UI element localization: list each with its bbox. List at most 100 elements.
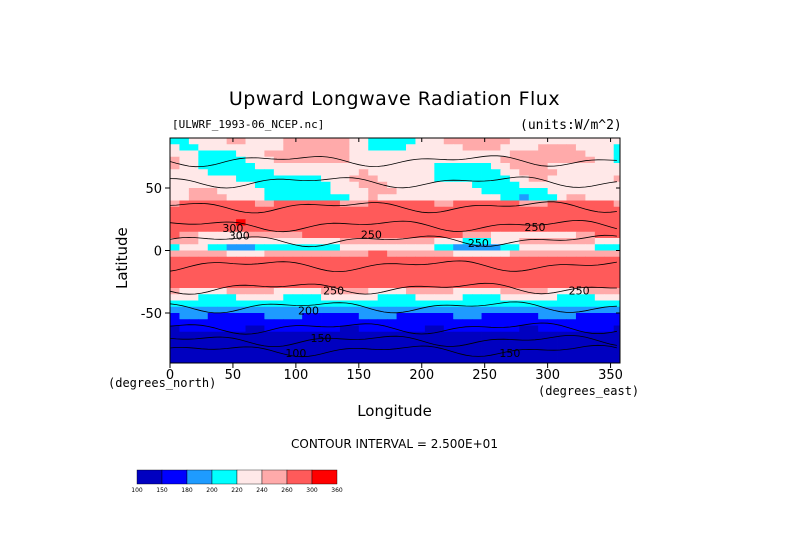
heatmap-cell [528, 163, 539, 170]
heatmap-cell [339, 344, 350, 351]
heatmap-cell [236, 306, 246, 314]
heatmap-cell [217, 225, 228, 233]
heatmap-cell [519, 356, 530, 364]
heatmap-cell [302, 138, 313, 145]
heatmap-cell [321, 350, 331, 358]
heatmap-cell [462, 175, 473, 183]
heatmap-cell [339, 156, 350, 164]
heatmap-cell [613, 231, 621, 239]
heatmap-cell [415, 281, 426, 289]
heatmap-cell [292, 250, 303, 258]
heatmap-cell [264, 200, 275, 208]
heatmap-cell [273, 325, 284, 333]
contour-label: 200 [298, 305, 319, 318]
heatmap-cell [594, 319, 605, 326]
heatmap-cell [509, 219, 520, 226]
heatmap-cell [443, 219, 454, 226]
heatmap-cell [377, 313, 388, 320]
y-axis-unit-label: (degrees_north) [108, 376, 217, 390]
contour-line [169, 282, 617, 295]
heatmap-cell [575, 175, 586, 183]
heatmap-cell [273, 338, 284, 345]
heatmap-cell [434, 256, 445, 264]
heatmap-cell [170, 350, 180, 358]
heatmap-cell [292, 338, 303, 345]
heatmap-cell [236, 338, 246, 345]
heatmap-cell [557, 225, 567, 233]
heatmap-cell [406, 244, 416, 251]
heatmap-cell [406, 150, 416, 158]
heatmap-cell [575, 313, 586, 320]
heatmap-cell [613, 138, 621, 145]
heatmap-cell [490, 150, 501, 158]
heatmap-cell [188, 300, 199, 308]
heatmap-cell [585, 263, 596, 270]
heatmap-cell [273, 294, 284, 301]
heatmap-cell [490, 294, 501, 301]
heatmap-cell [339, 350, 350, 358]
heatmap-cell [311, 263, 322, 270]
heatmap-cell [434, 306, 445, 314]
heatmap-cell [292, 156, 303, 164]
heatmap-cell [500, 156, 511, 164]
heatmap-cell [443, 188, 454, 195]
heatmap-cell [528, 200, 539, 208]
heatmap-cell [217, 213, 228, 220]
heatmap-cell [236, 225, 246, 233]
heatmap-cell [604, 256, 615, 264]
heatmap-cell [434, 294, 445, 301]
heatmap-cell [387, 138, 397, 145]
heatmap-cell [245, 275, 256, 283]
heatmap-cell [472, 263, 482, 270]
heatmap-cell [179, 275, 190, 283]
heatmap-cell [557, 300, 567, 308]
heatmap-cell [415, 325, 426, 333]
heatmap-cell [424, 163, 435, 170]
heatmap-cell [472, 256, 482, 264]
heatmap-cell [519, 294, 530, 301]
heatmap-cell [179, 356, 190, 364]
heatmap-cell [264, 213, 275, 220]
heatmap-cell [462, 194, 473, 201]
contour-line [169, 201, 617, 214]
heatmap-cell [557, 331, 567, 339]
heatmap-cell [349, 294, 360, 301]
heatmap-cell [500, 250, 511, 258]
heatmap-cell [358, 150, 369, 158]
heatmap-cell [264, 350, 275, 358]
heatmap-cell [406, 194, 416, 201]
heatmap-cell [575, 350, 586, 358]
heatmap-cell [490, 306, 501, 314]
heatmap-cell [613, 194, 621, 201]
heatmap-cell [179, 206, 190, 214]
heatmap-cell [462, 331, 473, 339]
x-tick-label: 100 [283, 368, 308, 383]
heatmap-cell [311, 238, 322, 245]
heatmap-cell [321, 163, 331, 170]
heatmap-cell [434, 156, 445, 164]
heatmap-cell [443, 163, 454, 170]
heatmap-cell [528, 281, 539, 289]
contour-line [169, 219, 618, 233]
heatmap-cell [264, 175, 275, 183]
heatmap-cell [604, 263, 615, 270]
heatmap-cell [349, 269, 360, 276]
heatmap-cell [339, 300, 350, 308]
heatmap-cell [264, 181, 275, 189]
heatmap-cell [217, 244, 228, 251]
heatmap-cell [547, 200, 558, 208]
heatmap-cell [519, 256, 530, 264]
heatmap-cell [575, 331, 586, 339]
heatmap-cell [264, 294, 275, 301]
heatmap-cell [481, 188, 492, 195]
heatmap-cell [557, 350, 567, 358]
heatmap-cell [207, 325, 218, 333]
heatmap-cell [566, 163, 577, 170]
heatmap-cell [443, 338, 454, 345]
heatmap-cell [302, 238, 313, 245]
heatmap-cell [217, 175, 228, 183]
heatmap-cell [349, 231, 360, 239]
heatmap-cell [519, 350, 530, 358]
heatmap-cell [387, 256, 397, 264]
colorbar-swatch [136, 469, 163, 485]
